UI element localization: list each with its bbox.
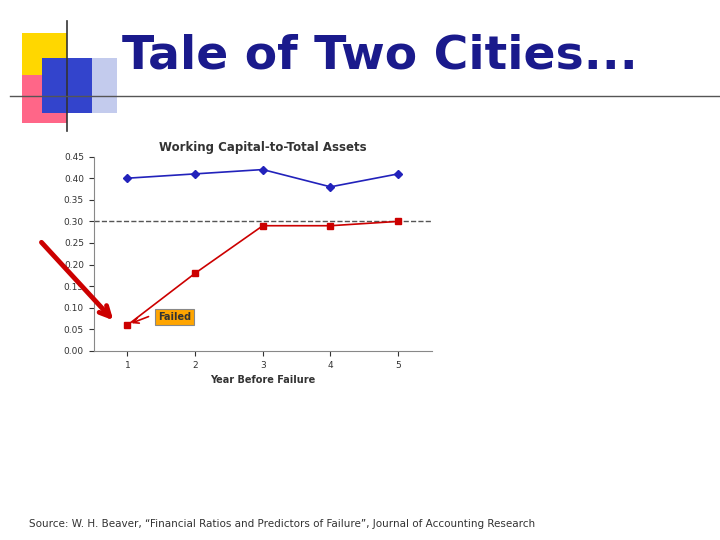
Text: Source: W. H. Beaver, “Financial Ratios and Predictors of Failure”, Journal of A: Source: W. H. Beaver, “Financial Ratios … (29, 519, 535, 529)
Text: Failed: Failed (158, 312, 191, 322)
Bar (92, 58, 117, 113)
Bar (22, 75, 67, 123)
Bar (22, 33, 67, 81)
Text: Tale of Two Cities...: Tale of Two Cities... (122, 33, 638, 79)
X-axis label: Year Before Failure: Year Before Failure (210, 375, 315, 385)
Bar (42, 58, 92, 113)
Title: Working Capital-to-Total Assets: Working Capital-to-Total Assets (159, 141, 366, 154)
